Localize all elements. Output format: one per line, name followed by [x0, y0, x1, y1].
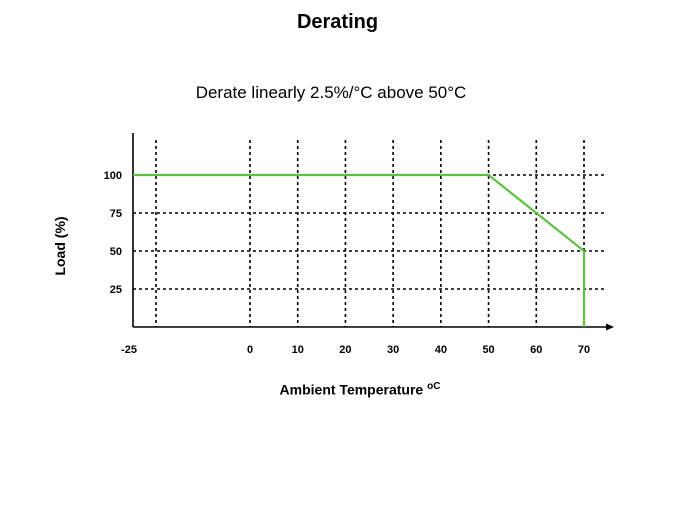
x-axis-label: Ambient Temperature oC	[0, 381, 675, 398]
grid	[133, 140, 606, 327]
y-tick-label: 75	[110, 208, 122, 220]
x-tick-label: 30	[387, 344, 399, 356]
page-title: Derating	[296, 11, 379, 33]
chart-subtitle: Derate linearly 2.5%/°C above 50°C	[195, 83, 467, 102]
x-tick-label: 20	[339, 344, 351, 356]
x-tick-label: -25	[121, 344, 137, 356]
x-axis-arrow	[606, 323, 614, 331]
series-line	[133, 173, 586, 327]
x-tick-label: 50	[482, 344, 494, 356]
x-tick-label: 0	[247, 344, 253, 356]
x-axis-label-unit: oC	[427, 381, 441, 392]
tick-labels: -25 0 10 20 30 40 50 60 70 25 50 75 100	[104, 170, 590, 356]
x-tick-label: 60	[530, 344, 542, 356]
y-tick-label: 25	[110, 284, 122, 296]
y-tick-label: 50	[110, 246, 122, 258]
x-tick-label: 10	[292, 344, 304, 356]
x-tick-label: 40	[435, 344, 447, 356]
x-axis-label-text: Ambient Temperature	[279, 381, 428, 398]
axes	[132, 133, 614, 331]
y-tick-label: 100	[104, 170, 122, 182]
y-axis-label: Load (%)	[52, 216, 68, 276]
x-tick-label: 70	[578, 344, 590, 356]
series-layer	[133, 173, 586, 327]
